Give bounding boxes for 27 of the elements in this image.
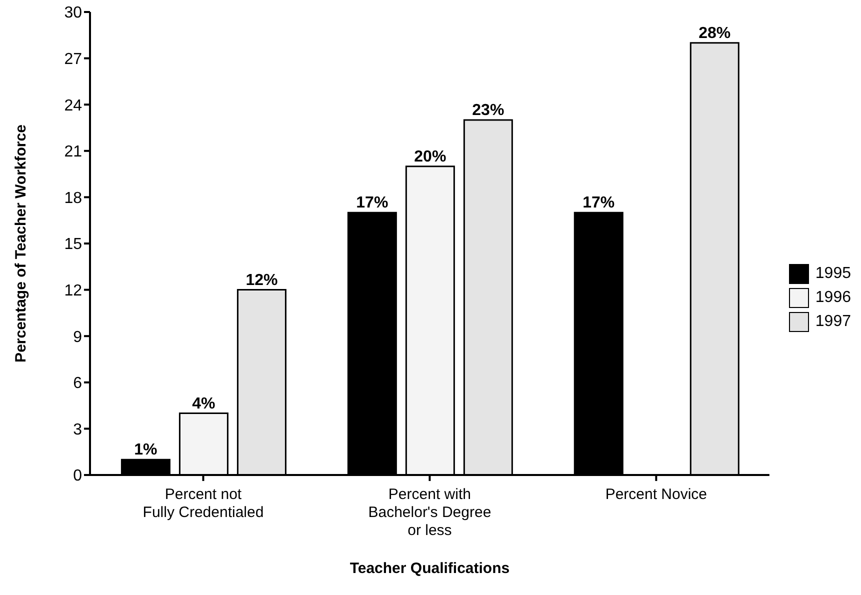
data-label: 17% [582,194,615,212]
y-tick-label: 15 [64,236,82,254]
legend-label: 1996 [815,288,851,306]
x-tick-label: Percent not Fully Credentialed [142,486,264,521]
data-label: 12% [246,272,278,289]
y-tick-label: 27 [64,50,82,68]
y-tick-label: 9 [73,328,82,346]
y-tick-label: 0 [73,468,82,485]
y-tick-label: 21 [64,144,82,161]
x-axis-title: Teacher Qualifications [350,560,510,577]
x-tick-label: Percent with Bachelor's Degree or less [368,486,492,539]
data-label: 17% [356,194,388,212]
y-tick-label: 3 [73,421,82,438]
data-label: 28% [698,24,731,42]
y-tick-label: 30 [64,4,82,22]
y-axis-title: Percentage of Teacher Workforce [12,124,30,362]
y-tick-label: 18 [64,190,82,207]
data-label: 20% [414,148,446,166]
legend-label: 1997 [815,312,851,330]
y-tick-label: 24 [64,97,82,114]
y-tick-label: 12 [64,282,82,300]
data-label: 4% [192,395,216,412]
data-label: 23% [472,102,504,120]
data-label: 1% [134,442,158,459]
y-tick-label: 6 [73,375,82,392]
legend-label: 1995 [815,264,851,282]
x-tick-label: Percent Novice [605,486,708,503]
